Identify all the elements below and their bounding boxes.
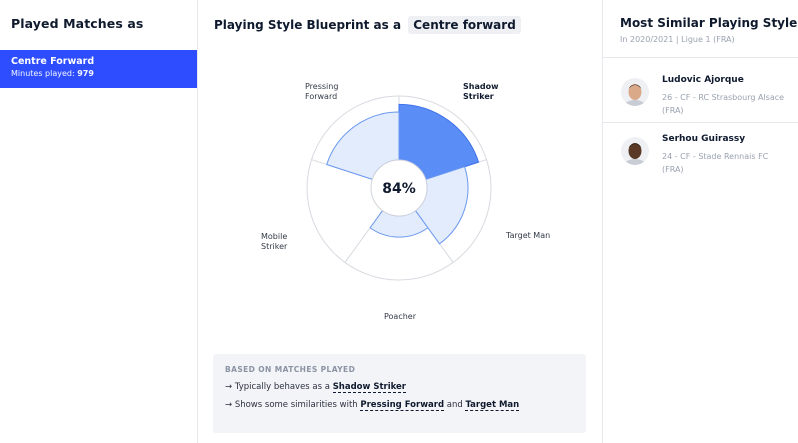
played-matches-panel: Played Matches as Centre Forward Minutes… bbox=[0, 0, 198, 443]
divider bbox=[603, 122, 798, 123]
link-pressing-forward[interactable]: Pressing Forward bbox=[360, 400, 445, 411]
player-name: Ludovic Ajorque bbox=[662, 75, 744, 85]
radar-chart: 84% Shadow Striker Target Man Poacher Mob… bbox=[198, 70, 603, 340]
similar-player-card[interactable]: Ludovic Ajorque 26 - CF - RC Strasbourg … bbox=[603, 68, 798, 128]
axis-label-target-man: Target Man bbox=[506, 231, 551, 240]
minutes-label: Minutes played: bbox=[11, 69, 75, 78]
player-meta: 24 - CF - Stade Rennais FC (FRA) bbox=[662, 152, 769, 174]
radar-center-badge bbox=[370, 159, 428, 217]
radar-svg: 84% bbox=[306, 95, 492, 281]
role-tag: Centre forward bbox=[408, 16, 521, 34]
axis-label-mobile-striker: Mobile Striker bbox=[261, 232, 288, 251]
axis-label-pressing-forward: Pressing Forward bbox=[305, 82, 339, 101]
minutes-value: 979 bbox=[77, 69, 94, 78]
info-line-similarities: → Shows some similarities with Pressing … bbox=[225, 400, 520, 411]
radar-score-label: 84% bbox=[382, 181, 416, 197]
player-photo-icon bbox=[621, 137, 649, 165]
axis-label-poacher: Poacher bbox=[384, 312, 417, 321]
blueprint-title: Playing Style Blueprint as a Centre forw… bbox=[214, 16, 521, 34]
link-shadow-striker[interactable]: Shadow Striker bbox=[332, 382, 407, 393]
info-heading: BASED ON MATCHES PLAYED bbox=[225, 365, 356, 374]
info-line-behaves: → Typically behaves as a Shadow Striker bbox=[225, 382, 407, 393]
similar-player-card[interactable]: Serhou Guirassy 24 - CF - Stade Rennais … bbox=[603, 127, 798, 187]
divider bbox=[603, 57, 798, 58]
match-item-centre-forward[interactable]: Centre Forward Minutes played: 979 bbox=[0, 50, 197, 88]
playing-style-panel: Playing Style Blueprint as a Centre forw… bbox=[198, 0, 603, 443]
blueprint-title-prefix: Playing Style Blueprint as a bbox=[214, 18, 402, 32]
match-item-minutes: Minutes played: 979 bbox=[11, 68, 186, 80]
played-matches-title: Played Matches as bbox=[11, 16, 144, 31]
similar-subtitle: In 2020/2021 | Ligue 1 (FRA) bbox=[620, 35, 735, 44]
player-meta: 26 - CF - RC Strasbourg Alsace (FRA) bbox=[662, 93, 785, 115]
player-name: Serhou Guirassy bbox=[662, 134, 746, 144]
player-photo-icon bbox=[621, 78, 649, 106]
match-item-position: Centre Forward bbox=[11, 56, 95, 67]
similar-title: Most Similar Playing Style bbox=[620, 16, 798, 30]
info-box: BASED ON MATCHES PLAYED → Typically beha… bbox=[213, 354, 586, 433]
axis-label-shadow-striker: Shadow Striker bbox=[463, 82, 499, 101]
similar-players-panel: Most Similar Playing Style In 2020/2021 … bbox=[602, 0, 798, 443]
link-target-man[interactable]: Target Man bbox=[465, 400, 520, 411]
